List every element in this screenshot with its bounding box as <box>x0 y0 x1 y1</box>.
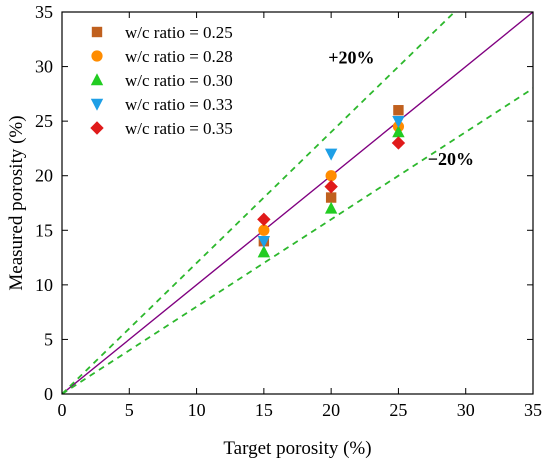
y-tick-label: 20 <box>35 166 53 186</box>
legend-label-4: w/c ratio = 0.33 <box>125 95 233 114</box>
x-tick-label: 25 <box>389 400 407 420</box>
data-point-series-3 <box>257 245 271 258</box>
band-labels: +20% −20% <box>328 47 474 169</box>
x-tick-label: 35 <box>524 400 542 420</box>
data-point-series-1 <box>393 105 404 116</box>
legend-label-3: w/c ratio = 0.30 <box>125 71 233 90</box>
legend-marker-5 <box>90 121 104 135</box>
legend: w/c ratio = 0.25 w/c ratio = 0.28 w/c rati… <box>90 23 233 138</box>
y-tick-label: 0 <box>44 384 53 404</box>
upper-bound-line <box>62 12 456 394</box>
legend-marker-3 <box>90 73 104 86</box>
x-tick-label: 20 <box>322 400 340 420</box>
data-point-series-4 <box>257 236 271 248</box>
x-tick-label: 5 <box>125 400 134 420</box>
y-axis-title: Measured porosity (%) <box>6 115 27 290</box>
legend-label-2: w/c ratio = 0.28 <box>125 47 233 66</box>
legend-marker-2 <box>91 50 103 62</box>
data-point-series-5 <box>257 212 271 227</box>
y-tick-label: 25 <box>35 111 53 131</box>
lower-bound-line <box>62 87 533 394</box>
data-point-series-3 <box>324 201 338 214</box>
data-point-series-5 <box>324 179 338 194</box>
data-point-series-1 <box>325 192 337 203</box>
lower-band-label: −20% <box>428 149 474 169</box>
legend-label-5: w/c ratio = 0.35 <box>125 119 233 138</box>
y-tick-label: 15 <box>35 220 53 240</box>
plot-border <box>61 11 534 395</box>
data-markers <box>257 105 406 258</box>
y-tick-label: 35 <box>35 2 53 22</box>
data-point-series-5 <box>391 136 406 150</box>
y-tick-label: 5 <box>44 329 53 349</box>
identity-line <box>62 12 533 394</box>
data-point-series-4 <box>392 115 405 128</box>
legend-marker-4 <box>90 98 104 111</box>
upper-band-label: +20% <box>328 47 374 67</box>
data-point-series-4 <box>324 148 338 161</box>
x-tick-label: 15 <box>255 400 273 420</box>
data-point-series-2 <box>325 170 337 182</box>
legend-marker-1 <box>91 26 103 38</box>
x-tick-label: 30 <box>457 400 475 420</box>
x-tick-label: 0 <box>58 400 67 420</box>
plot-frame <box>61 11 534 395</box>
reference-lines <box>62 12 533 394</box>
x-tick-label: 10 <box>188 400 206 420</box>
data-point-series-3 <box>392 125 405 138</box>
data-point-series-2 <box>258 224 270 236</box>
tick-labels: 0 5 10 15 20 25 30 35 0 5 10 15 20 25 30 35 <box>35 2 542 420</box>
y-tick-label: 30 <box>35 57 53 77</box>
y-tick-label: 10 <box>35 275 53 295</box>
x-axis-title: Target porosity (%) <box>223 438 371 459</box>
legend-label-1: w/c ratio = 0.25 <box>125 23 233 42</box>
axis-ticks <box>61 11 534 395</box>
